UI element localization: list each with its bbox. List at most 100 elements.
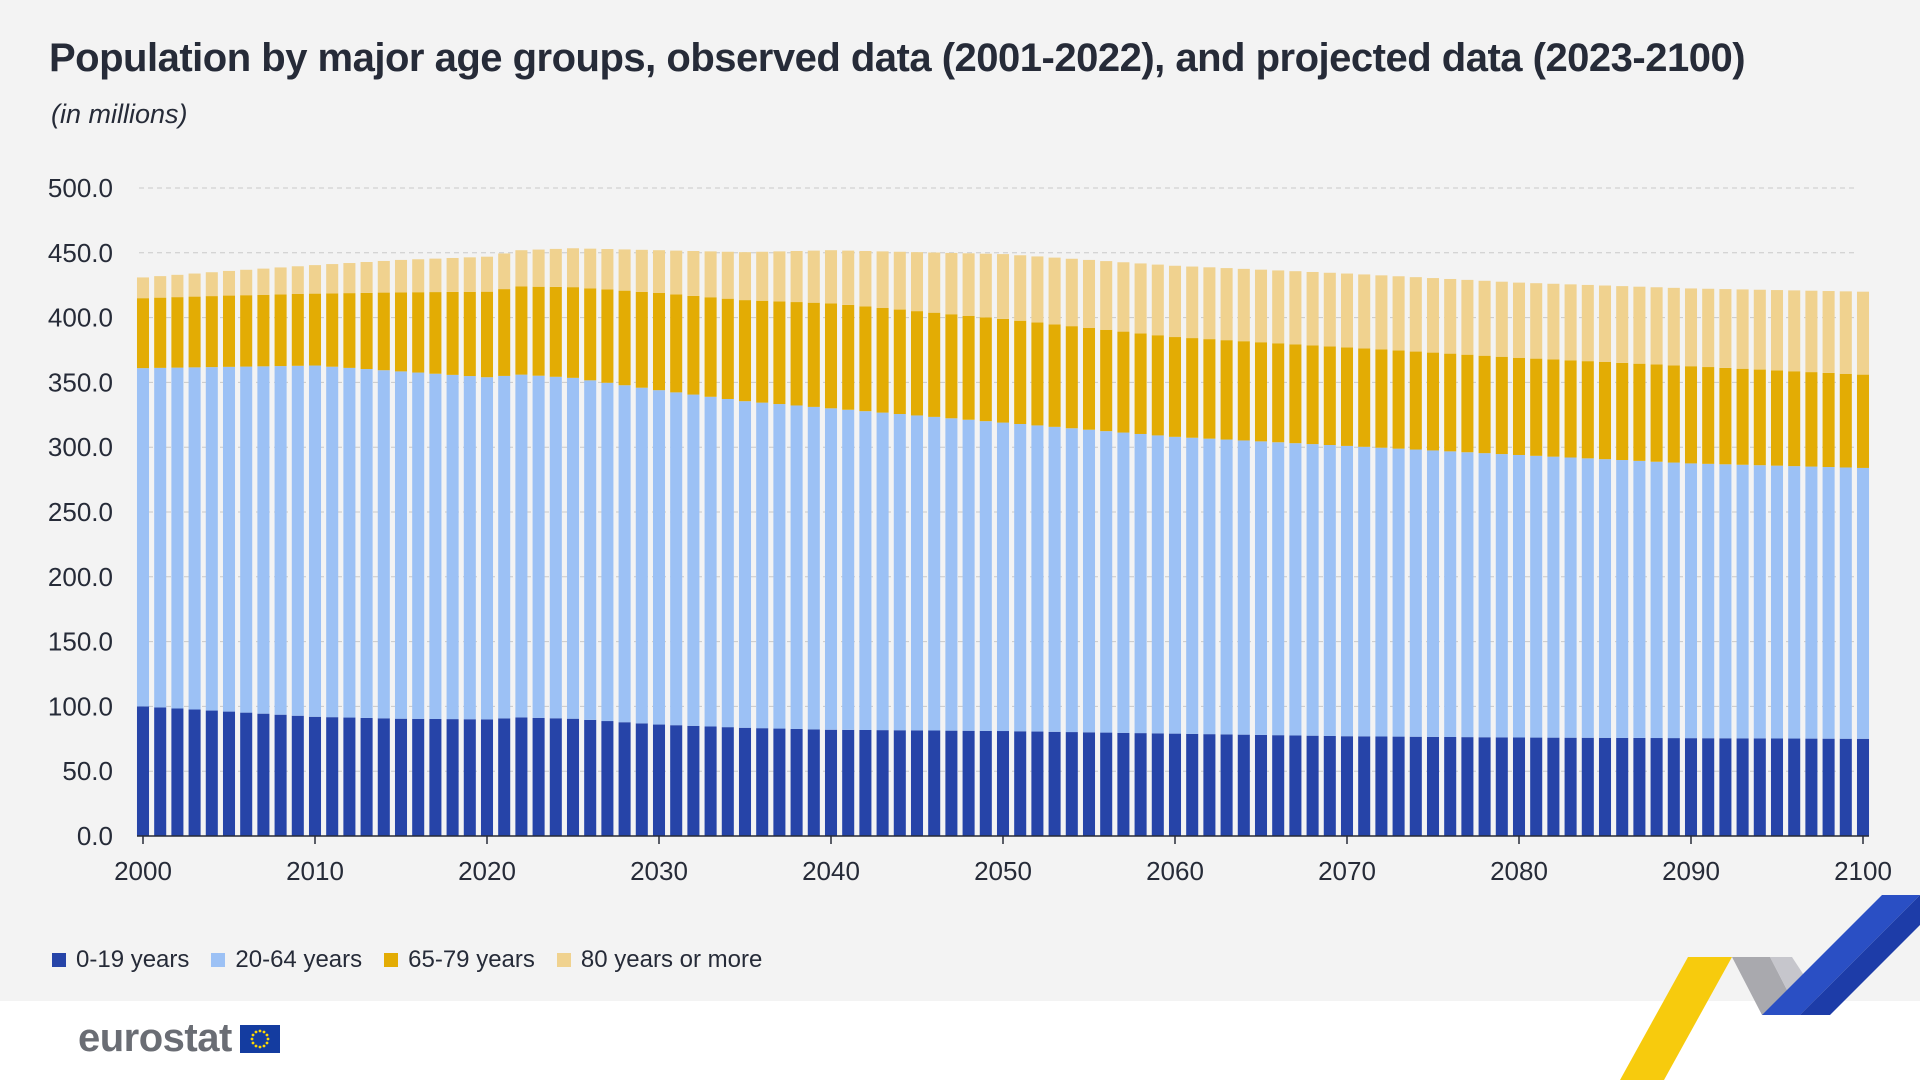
bar-segment-3 [1495, 281, 1508, 357]
bar-segment-2 [756, 300, 769, 403]
bar-segment-1 [515, 374, 528, 718]
bar-segment-3 [807, 250, 820, 303]
bar-segment-1 [532, 375, 545, 718]
bar-segment-1 [257, 366, 270, 714]
bar-segment-0 [1478, 737, 1491, 836]
bar-segment-3 [308, 265, 322, 294]
bar-segment-3 [945, 252, 958, 315]
bar-segment-2 [1426, 352, 1440, 451]
x-tick-label: 2060 [1146, 856, 1204, 886]
bar-segment-2 [1684, 366, 1698, 464]
bar-segment-2 [136, 298, 150, 369]
legend-swatch [384, 953, 399, 967]
x-tick-label: 2030 [630, 856, 688, 886]
bar-segment-0 [1426, 736, 1440, 836]
legend-swatch [52, 953, 66, 967]
bar-segment-1 [394, 371, 408, 719]
bar-segment-0 [1220, 734, 1233, 836]
bar-segment-0 [1547, 737, 1560, 836]
bar-segment-3 [549, 248, 562, 287]
eu-flag-icon [239, 1024, 280, 1053]
bar-segment-3 [240, 269, 253, 296]
bar-segment-3 [1117, 262, 1130, 332]
bar-segment-3 [1530, 283, 1543, 359]
bar-segment-3 [480, 256, 494, 292]
bar-segment-1 [618, 385, 631, 723]
legend-item-0-19: 0-19 years [52, 946, 189, 974]
bar-segment-1 [171, 367, 184, 709]
bar-segment-2 [549, 286, 562, 377]
bar-segment-2 [1082, 327, 1096, 430]
bar-segment-0 [1512, 737, 1526, 836]
bar-segment-3 [377, 260, 390, 293]
bar-segment-2 [979, 317, 992, 422]
bar-segment-0 [412, 718, 425, 836]
bar-segment-1 [1770, 465, 1784, 739]
bar-segment-0 [566, 718, 580, 836]
bar-segment-3 [1426, 278, 1440, 353]
bar-segment-0 [308, 716, 322, 836]
bar-segment-2 [308, 293, 322, 366]
bar-segment-3 [1031, 256, 1044, 323]
bar-segment-1 [1753, 465, 1766, 739]
bar-segment-0 [1684, 738, 1698, 836]
bar-segment-0 [910, 730, 924, 836]
bar-segment-0 [532, 717, 545, 836]
bar-segment-3 [1461, 279, 1474, 355]
bar-segment-1 [1272, 442, 1285, 736]
bar-segment-2 [1856, 374, 1870, 468]
bar-segment-3 [1134, 263, 1147, 334]
bar-segment-1 [308, 365, 322, 717]
bar-segment-1 [1633, 460, 1646, 738]
bar-segment-0 [136, 706, 150, 836]
bar-segment-2 [343, 293, 356, 368]
bar-segment-2 [188, 296, 201, 368]
bar-segment-0 [360, 717, 373, 836]
bar-segment-3 [1719, 289, 1732, 368]
bar-segment-0 [893, 730, 906, 836]
bar-segment-0 [463, 719, 476, 836]
bar-segment-3 [188, 273, 201, 297]
decorative-chevron-graphic [1620, 895, 1920, 1080]
bar-segment-1 [1736, 464, 1749, 739]
bar-segment-1 [1203, 438, 1216, 735]
bar-segment-2 [515, 286, 528, 375]
bar-segment-1 [807, 406, 820, 730]
bar-segment-2 [738, 300, 752, 402]
bar-segment-2 [842, 304, 855, 410]
bar-segment-1 [1134, 433, 1147, 734]
bar-segment-2 [1788, 371, 1801, 467]
bar-segment-2 [394, 292, 408, 372]
bar-segment-3 [1340, 273, 1354, 348]
bar-segment-2 [1117, 331, 1130, 433]
bar-segment-2 [480, 291, 494, 378]
bar-segment-1 [1220, 439, 1233, 735]
eurostat-logo: eurostat [78, 1016, 280, 1061]
bar-segment-1 [773, 404, 786, 729]
bar-segment-1 [480, 377, 494, 720]
bar-segment-0 [326, 717, 339, 836]
bar-segment-0 [1254, 734, 1268, 836]
bar-segment-0 [1616, 737, 1629, 836]
bar-segment-1 [1512, 454, 1526, 738]
bar-segment-2 [291, 294, 304, 366]
bar-segment-2 [1461, 354, 1474, 453]
bar-segment-1 [1650, 461, 1663, 739]
bar-segment-1 [291, 365, 304, 716]
bar-segment-3 [1358, 274, 1371, 349]
bar-segment-2 [257, 294, 270, 367]
bar-segment-0 [807, 729, 820, 836]
bar-segment-0 [1375, 736, 1388, 836]
legend-label: 65-79 years [408, 946, 535, 973]
legend-item-80-plus: 80 years or more [556, 946, 762, 974]
bar-segment-2 [1151, 335, 1164, 436]
bar-segment-2 [1616, 362, 1629, 461]
bar-segment-0 [1598, 737, 1612, 836]
bar-segment-1 [1788, 466, 1801, 739]
bar-segment-2 [1702, 367, 1715, 464]
bar-segment-3 [1375, 275, 1388, 350]
bar-segment-3 [1306, 271, 1319, 346]
bar-segment-0 [618, 722, 631, 836]
bar-segment-3 [721, 251, 734, 299]
bar-segment-3 [1598, 285, 1612, 362]
